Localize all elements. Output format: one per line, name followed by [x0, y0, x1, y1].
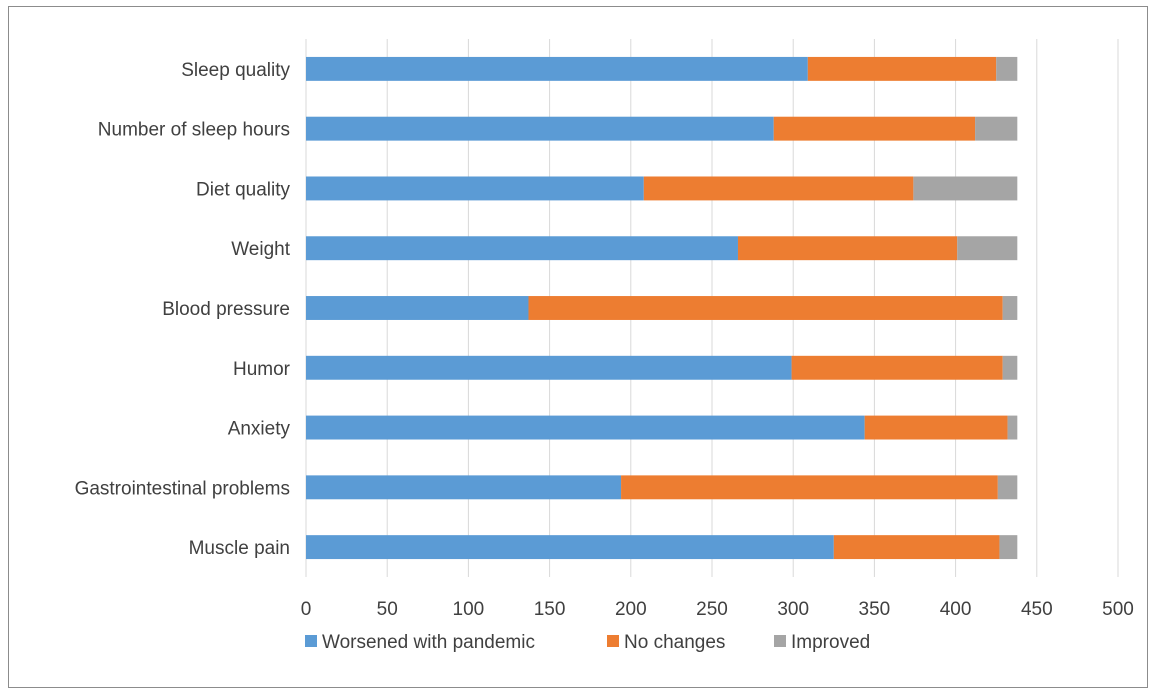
bar-improved: [997, 475, 1018, 500]
x-tick-label: 350: [859, 599, 891, 620]
chart-frame: Sleep quality Number of sleep hours Diet q…: [8, 6, 1148, 688]
category-label: Number of sleep hours: [98, 120, 290, 141]
legend-swatch: [607, 635, 619, 647]
category-label: Gastrointestinal problems: [75, 478, 290, 499]
bar-no-changes: [621, 475, 998, 500]
bar-worsened: [306, 176, 644, 201]
x-tick-label: 150: [534, 599, 566, 620]
bar-improved: [975, 116, 1018, 141]
bar-improved: [1002, 296, 1018, 320]
bar-worsened: [306, 415, 865, 440]
x-tick-label: 0: [301, 599, 312, 620]
x-tick-labels: 0 50 100 150 200 250 300 350 400 450 500: [301, 599, 1134, 620]
category-label: Anxiety: [228, 419, 291, 440]
category-label: Humor: [233, 359, 291, 380]
x-tick-label: 450: [1021, 599, 1053, 620]
legend-swatch: [305, 635, 317, 647]
bar-worsened: [306, 355, 792, 380]
x-tick-label: 250: [696, 599, 728, 620]
category-label: Diet quality: [196, 179, 290, 200]
bar-improved: [957, 236, 1018, 261]
bar-worsened: [306, 475, 622, 500]
x-tick-label: 50: [377, 599, 398, 620]
category-label: Blood pressure: [162, 299, 290, 320]
bar-worsened: [306, 56, 808, 81]
bar-improved: [996, 56, 1018, 81]
legend-swatch: [774, 635, 786, 647]
x-tick-label: 500: [1102, 599, 1134, 620]
bar-improved: [1007, 415, 1018, 440]
x-tick-label: 300: [777, 599, 809, 620]
bar-no-changes: [643, 176, 914, 201]
bar-no-changes: [737, 236, 958, 261]
category-labels: Sleep quality Number of sleep hours Diet q…: [75, 60, 291, 559]
bar-worsened: [306, 116, 774, 141]
category-label: Weight: [231, 239, 291, 260]
legend: Worsened with pandemic No changes Improved: [305, 632, 870, 653]
bar-worsened: [306, 236, 738, 261]
stacked-bar-chart: Sleep quality Number of sleep hours Diet q…: [75, 39, 1134, 653]
category-label: Sleep quality: [181, 60, 290, 81]
bar-no-changes: [833, 535, 1000, 560]
legend-label: Worsened with pandemic: [322, 632, 535, 653]
bar-no-changes: [528, 296, 1003, 320]
bar-worsened: [306, 535, 834, 560]
bar-no-changes: [791, 355, 1003, 380]
bar-improved: [999, 535, 1018, 560]
bar-worsened: [306, 296, 529, 320]
x-tick-label: 100: [453, 599, 485, 620]
x-tick-label: 400: [940, 599, 972, 620]
bars: [306, 56, 1018, 560]
legend-label: No changes: [624, 632, 725, 653]
x-tick-label: 200: [615, 599, 647, 620]
bar-no-changes: [773, 116, 976, 141]
category-label: Muscle pain: [189, 538, 290, 559]
bar-no-changes: [864, 415, 1008, 440]
bar-improved: [913, 176, 1018, 201]
legend-label: Improved: [791, 632, 870, 653]
bar-improved: [1002, 355, 1018, 380]
bar-no-changes: [807, 56, 997, 81]
